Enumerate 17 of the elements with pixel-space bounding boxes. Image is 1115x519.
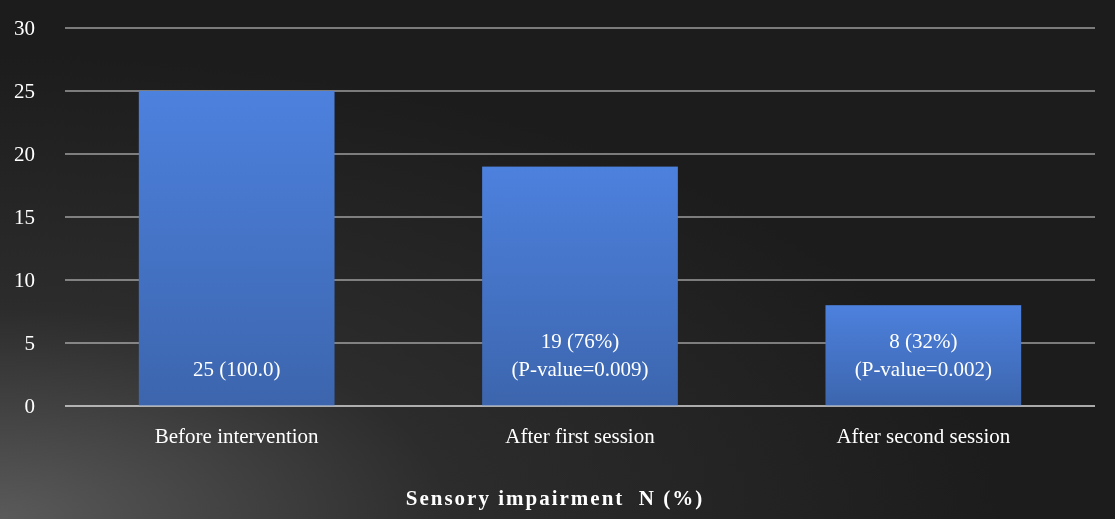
bar <box>825 305 1022 406</box>
y-tick-label: 20 <box>14 142 35 167</box>
y-tick-label: 5 <box>24 331 35 356</box>
data-label: 25 (100.0) <box>192 357 281 381</box>
x-axis-title: Sensory impairment N (%) <box>405 486 705 510</box>
bar <box>482 166 678 406</box>
x-tick-label: After first session <box>505 423 656 448</box>
x-tick-label: After second session <box>836 423 1011 448</box>
x-tick-label: Before intervention <box>154 423 320 448</box>
bar <box>138 91 335 406</box>
data-label: 8 (32%) (P-value=0.002) <box>854 329 992 381</box>
data-label: 19 (76%) (P-value=0.009) <box>511 329 649 381</box>
y-tick-label: 10 <box>14 268 35 293</box>
y-tick-label: 30 <box>14 16 35 41</box>
y-tick-label: 25 <box>14 79 35 104</box>
y-tick-label: 0 <box>24 394 35 419</box>
y-tick-label: 15 <box>14 205 35 230</box>
